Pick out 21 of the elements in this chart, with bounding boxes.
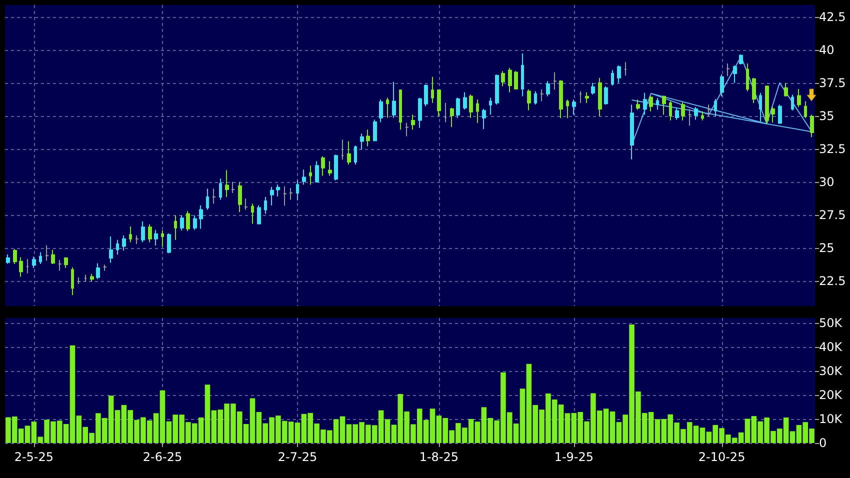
y-tick-label: 50K [819,316,844,330]
y-tick-label: 30K [819,364,844,378]
x-tick-label: 1-8-25 [419,450,459,464]
x-tick-label: 1-9-25 [554,450,594,464]
y-tick-label: 42.5 [819,10,846,24]
x-tick-label: 2-5-25 [14,450,54,464]
x-tick-label: 2-7-25 [278,450,318,464]
x-tick-label: 2-6-25 [142,450,182,464]
y-tick-label: 37.5 [819,76,846,90]
x-tick-label: 2-10-25 [698,450,746,464]
y-tick-label: 35 [819,108,834,123]
y-tick-label: 20K [819,388,844,402]
y-tick-label: 0 [819,436,827,450]
y-tick-label: 40 [819,42,834,57]
y-tick-label: 32.5 [819,142,846,156]
y-tick-label: 27.5 [819,208,846,222]
y-tick-label: 25 [819,240,834,255]
y-tick-label: 30 [819,174,834,189]
y-tick-label: 22.5 [819,274,846,288]
y-tick-label: 10K [819,412,844,426]
y-tick-label: 40K [819,340,844,354]
